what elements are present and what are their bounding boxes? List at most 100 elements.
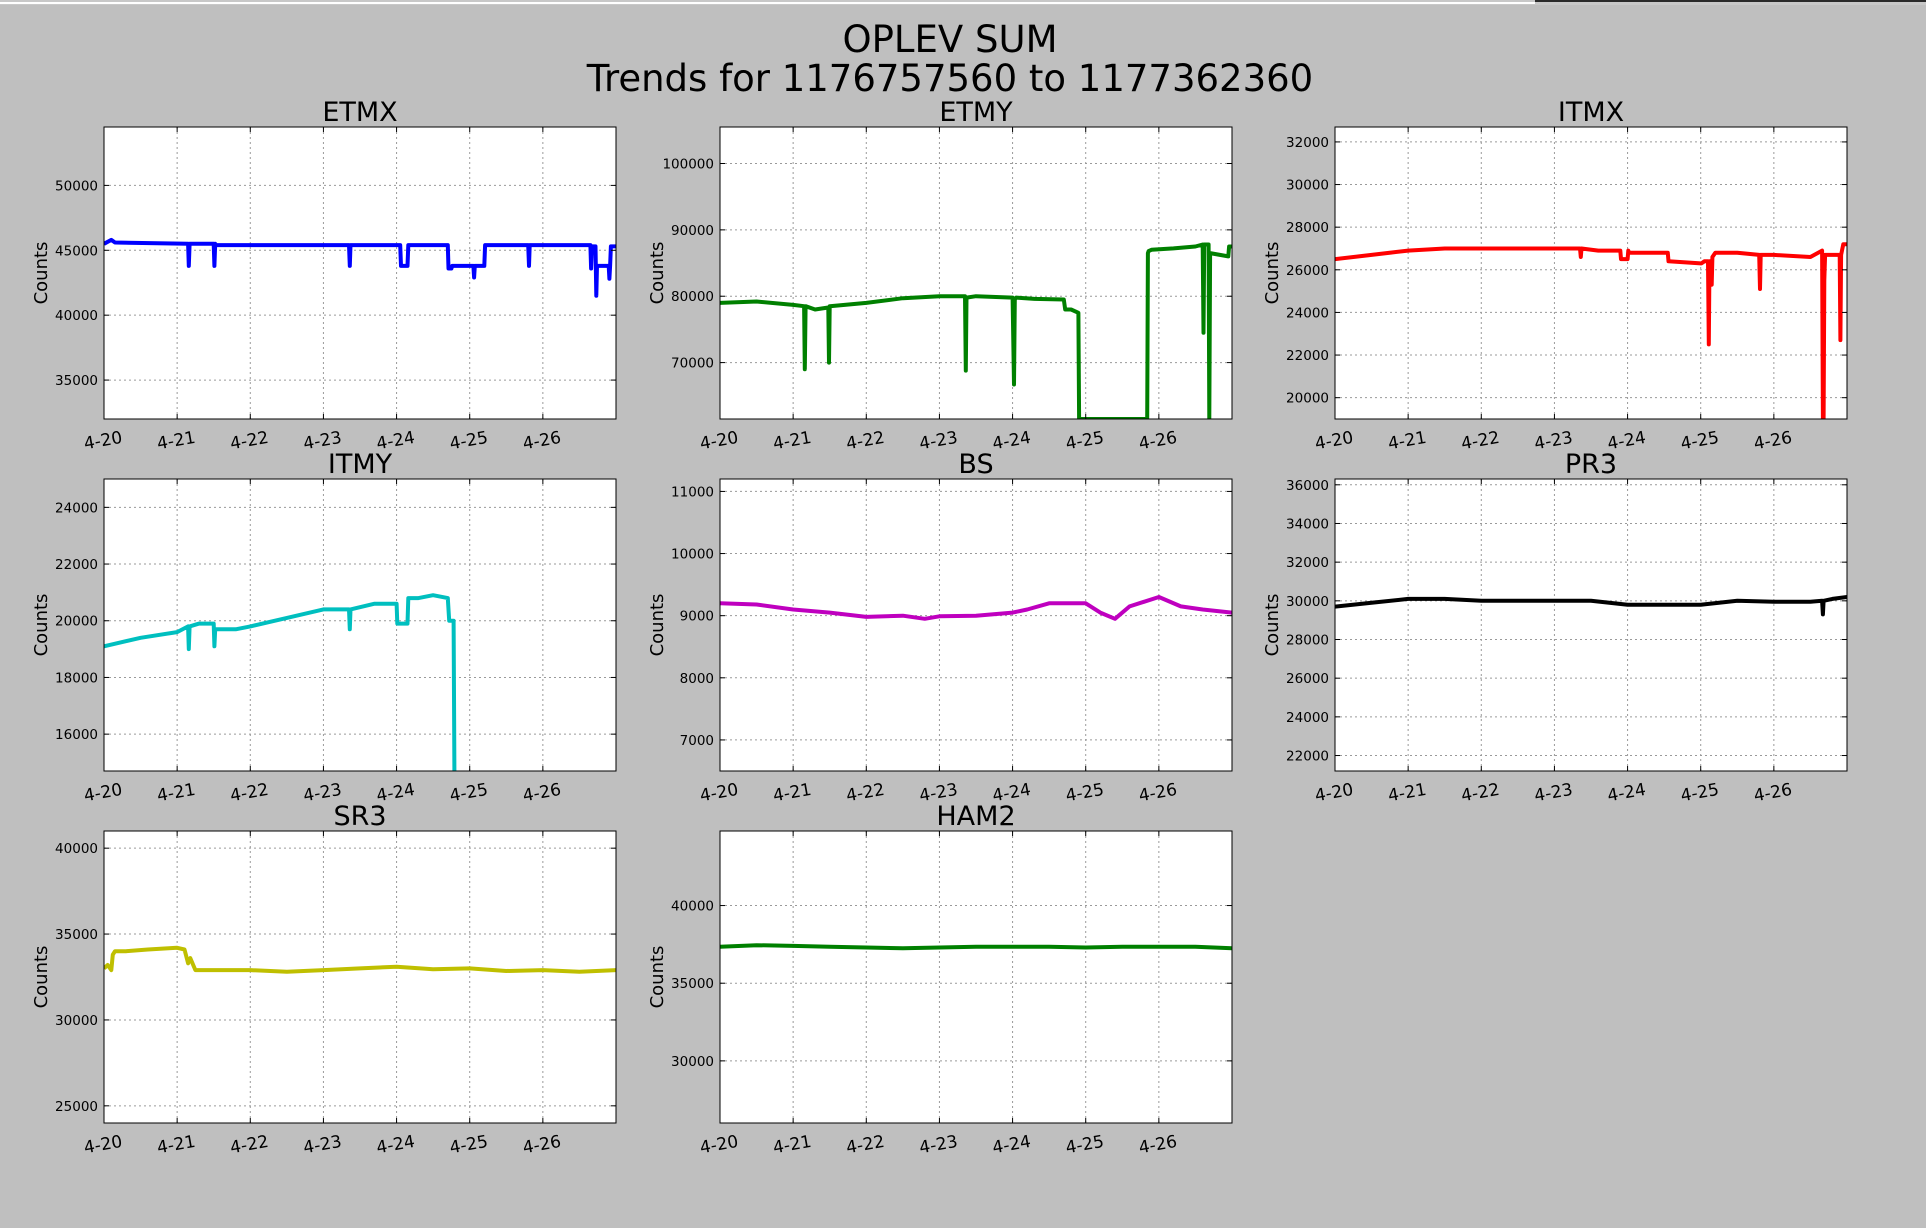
y-tick-label: 20000 xyxy=(1286,391,1329,407)
y-axis-label: Counts xyxy=(647,594,668,657)
x-tick-label: 4-26 xyxy=(1752,780,1793,806)
series-line xyxy=(1335,595,1847,617)
y-tick-label: 35000 xyxy=(55,927,98,943)
series-line xyxy=(720,943,1232,951)
y-tick-label: 70000 xyxy=(671,356,714,372)
axes-frame xyxy=(719,830,1233,1124)
y-axis-label: Counts xyxy=(647,242,668,305)
y-tick-label: 80000 xyxy=(671,289,714,305)
x-tick-label: 4-23 xyxy=(302,1132,343,1158)
series-line xyxy=(720,242,1232,419)
x-tick-label: 4-20 xyxy=(82,1132,123,1158)
y-tick-label: 40000 xyxy=(671,899,714,915)
x-tick-label: 4-25 xyxy=(448,780,489,806)
series-line xyxy=(720,595,1232,621)
chart-title: ITMY xyxy=(328,449,393,480)
x-tick-label: 4-23 xyxy=(918,428,959,454)
x-tick-label: 4-21 xyxy=(156,1132,197,1158)
plot-area xyxy=(720,479,1232,771)
x-tick-label: 4-25 xyxy=(448,428,489,454)
x-tick-label: 4-21 xyxy=(1387,780,1428,806)
axes-frame xyxy=(1334,126,1848,420)
x-tick-label: 4-26 xyxy=(1137,1132,1178,1158)
y-axis-label: Counts xyxy=(31,242,52,305)
x-tick-label: 4-25 xyxy=(1679,428,1720,454)
figure-title: OPLEV SUM xyxy=(842,18,1058,61)
y-tick-label: 24000 xyxy=(55,500,98,516)
plot-area xyxy=(104,479,616,771)
x-tick-label: 4-25 xyxy=(1064,780,1105,806)
y-tick-label: 30000 xyxy=(55,1013,98,1029)
plot-area xyxy=(720,831,1232,1123)
x-tick-label: 4-26 xyxy=(1137,428,1178,454)
x-tick-label: 4-23 xyxy=(918,1132,959,1158)
plot-area xyxy=(1335,479,1847,771)
window-top-edge-right xyxy=(1535,0,1926,2)
axes-frame xyxy=(103,126,617,420)
x-tick-label: 4-26 xyxy=(521,780,562,806)
y-tick-label: 18000 xyxy=(55,670,98,686)
window-top-edge-left xyxy=(0,2,1535,4)
x-tick-label: 4-22 xyxy=(229,780,270,806)
chart-title: ETMX xyxy=(322,97,397,128)
x-tick-label: 4-21 xyxy=(772,428,813,454)
y-tick-label: 22000 xyxy=(1286,348,1329,364)
x-tick-label: 4-24 xyxy=(991,1132,1032,1158)
chart-panel-ham2: 30000 35000 40000 4-20 4-21 4-22 4-23 4-24 4-25 4… xyxy=(647,801,1233,1158)
y-tick-label: 26000 xyxy=(1286,671,1329,687)
x-tick-label: 4-25 xyxy=(448,1132,489,1158)
y-tick-label: 9000 xyxy=(680,609,714,625)
x-tick-label: 4-26 xyxy=(521,428,562,454)
y-tick-label: 8000 xyxy=(680,671,714,687)
axes-frame xyxy=(103,830,617,1124)
y-tick-label: 28000 xyxy=(1286,220,1329,236)
y-tick-label: 22000 xyxy=(1286,749,1329,765)
y-axis-label: Counts xyxy=(1262,594,1283,657)
chart-title: PR3 xyxy=(1565,449,1617,480)
plot-area xyxy=(720,127,1232,419)
y-tick-label: 36000 xyxy=(1286,478,1329,494)
series-line xyxy=(104,237,616,298)
y-tick-label: 50000 xyxy=(55,178,98,194)
y-tick-label: 45000 xyxy=(55,243,98,259)
y-tick-label: 32000 xyxy=(1286,135,1329,151)
series-line xyxy=(1335,242,1847,419)
y-axis-label: Counts xyxy=(31,946,52,1009)
series-line xyxy=(104,945,616,974)
chart-panel-sr3: 25000 30000 35000 40000 4-20 4-21 4-22 4-23 4-24… xyxy=(31,801,617,1158)
x-tick-label: 4-21 xyxy=(156,428,197,454)
y-tick-label: 40000 xyxy=(55,308,98,324)
x-tick-label: 4-21 xyxy=(1387,428,1428,454)
y-tick-label: 35000 xyxy=(55,373,98,389)
figure-subtitle: Trends for 1176757560 to 1177362360 xyxy=(586,57,1314,100)
y-tick-label: 20000 xyxy=(55,614,98,630)
chart-title: HAM2 xyxy=(936,801,1015,832)
axes-frame xyxy=(103,478,617,772)
x-tick-label: 4-21 xyxy=(772,1132,813,1158)
y-tick-label: 7000 xyxy=(680,733,714,749)
x-tick-label: 4-24 xyxy=(991,428,1032,454)
y-tick-label: 34000 xyxy=(1286,516,1329,532)
y-tick-label: 35000 xyxy=(671,976,714,992)
chart-title: SR3 xyxy=(333,801,386,832)
y-tick-label: 90000 xyxy=(671,223,714,239)
y-tick-label: 22000 xyxy=(55,557,98,573)
x-tick-label: 4-24 xyxy=(375,1132,416,1158)
x-tick-label: 4-22 xyxy=(229,1132,270,1158)
y-axis-label: Counts xyxy=(31,594,52,657)
series-line xyxy=(104,593,457,771)
x-tick-label: 4-25 xyxy=(1064,1132,1105,1158)
x-tick-label: 4-22 xyxy=(1460,780,1501,806)
x-tick-label: 4-26 xyxy=(1137,780,1178,806)
chart-title: ITMX xyxy=(1558,97,1624,128)
x-tick-label: 4-23 xyxy=(1533,780,1574,806)
y-tick-label: 11000 xyxy=(671,484,714,500)
x-tick-label: 4-20 xyxy=(698,1132,739,1158)
y-tick-label: 26000 xyxy=(1286,263,1329,279)
x-tick-label: 4-22 xyxy=(229,428,270,454)
y-tick-label: 24000 xyxy=(1286,710,1329,726)
y-axis-label: Counts xyxy=(647,946,668,1009)
chart-title: ETMY xyxy=(939,97,1013,128)
